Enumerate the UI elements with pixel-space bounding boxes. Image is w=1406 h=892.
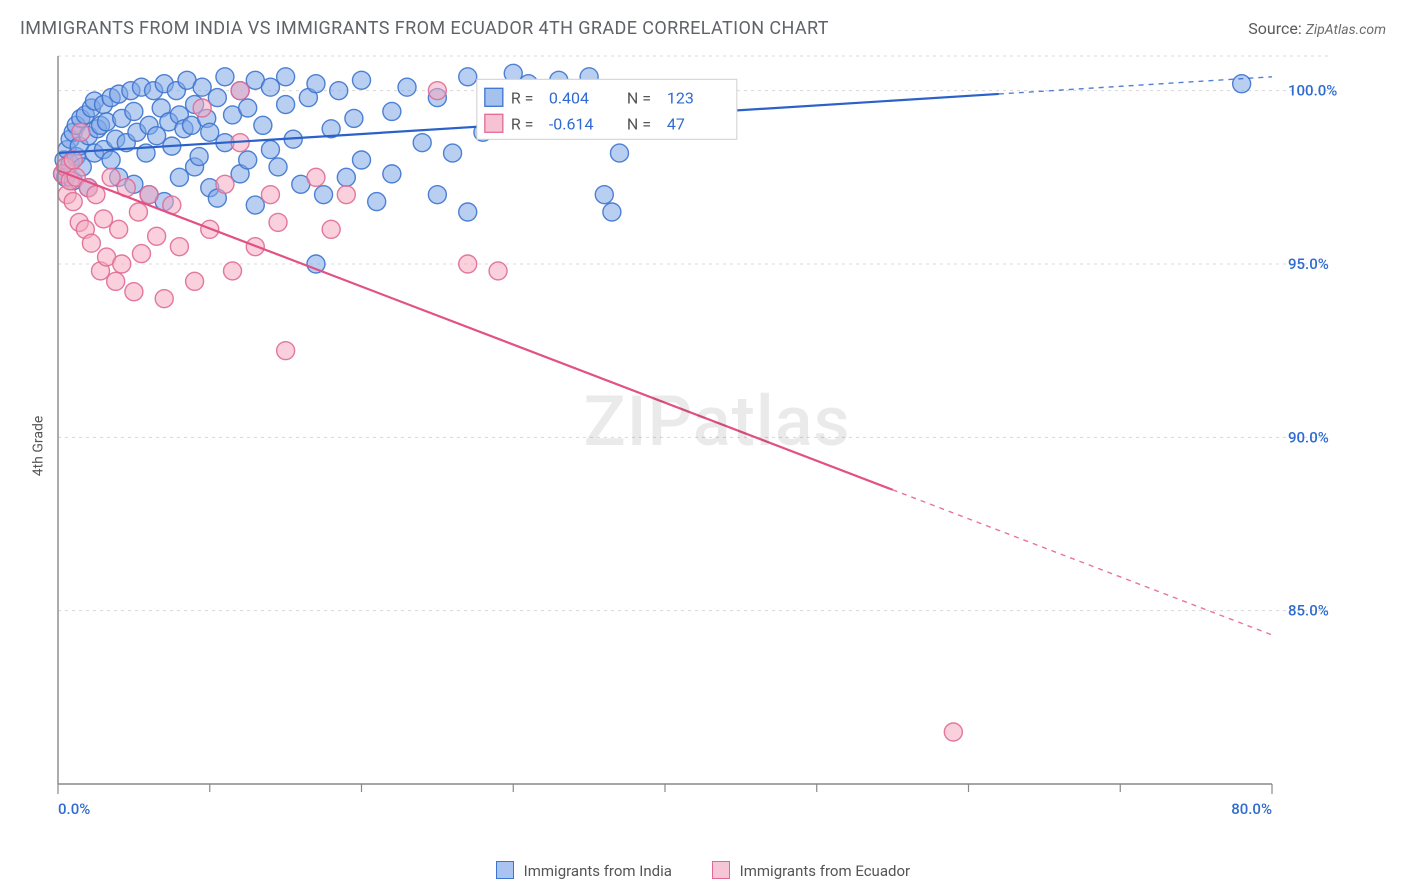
legend-label: Immigrants from Ecuador	[740, 862, 910, 880]
chart-plot-area: ZIPatlas 0.0%80.0%85.0%90.0%95.0%100.0% …	[52, 50, 1382, 840]
svg-text:0.404: 0.404	[549, 88, 589, 107]
svg-text:85.0%: 85.0%	[1288, 602, 1329, 620]
legend-item-ecuador: Immigrants from Ecuador	[712, 861, 910, 880]
swatch-icon	[712, 861, 730, 879]
svg-text:-0.614: -0.614	[549, 114, 594, 133]
watermark-text: ZIPatlas	[584, 381, 851, 463]
svg-text:90.0%: 90.0%	[1288, 428, 1329, 446]
legend-label: Immigrants from India	[524, 862, 672, 880]
chart-title: IMMIGRANTS FROM INDIA VS IMMIGRANTS FROM…	[20, 18, 829, 39]
svg-text:N =: N =	[627, 88, 651, 107]
chart-source: Source: ZipAtlas.com	[1248, 19, 1386, 38]
svg-text:80.0%: 80.0%	[1231, 800, 1272, 818]
y-axis-label: 4th Grade	[30, 416, 46, 477]
svg-text:95.0%: 95.0%	[1288, 255, 1329, 273]
source-value: ZipAtlas.com	[1306, 22, 1386, 38]
scatter-svg: ZIPatlas 0.0%80.0%85.0%90.0%95.0%100.0% …	[52, 50, 1382, 840]
svg-text:100.0%: 100.0%	[1288, 82, 1337, 100]
svg-text:N =: N =	[627, 114, 651, 133]
svg-text:R =: R =	[511, 88, 534, 107]
bottom-legend: Immigrants from India Immigrants from Ec…	[0, 861, 1406, 880]
svg-text:123: 123	[667, 88, 694, 107]
legend-item-india: Immigrants from India	[496, 861, 672, 880]
source-label: Source:	[1248, 19, 1301, 38]
swatch-icon	[496, 861, 514, 879]
svg-text:47: 47	[667, 114, 685, 133]
svg-text:0.0%: 0.0%	[58, 800, 90, 818]
svg-text:R =: R =	[511, 114, 534, 133]
